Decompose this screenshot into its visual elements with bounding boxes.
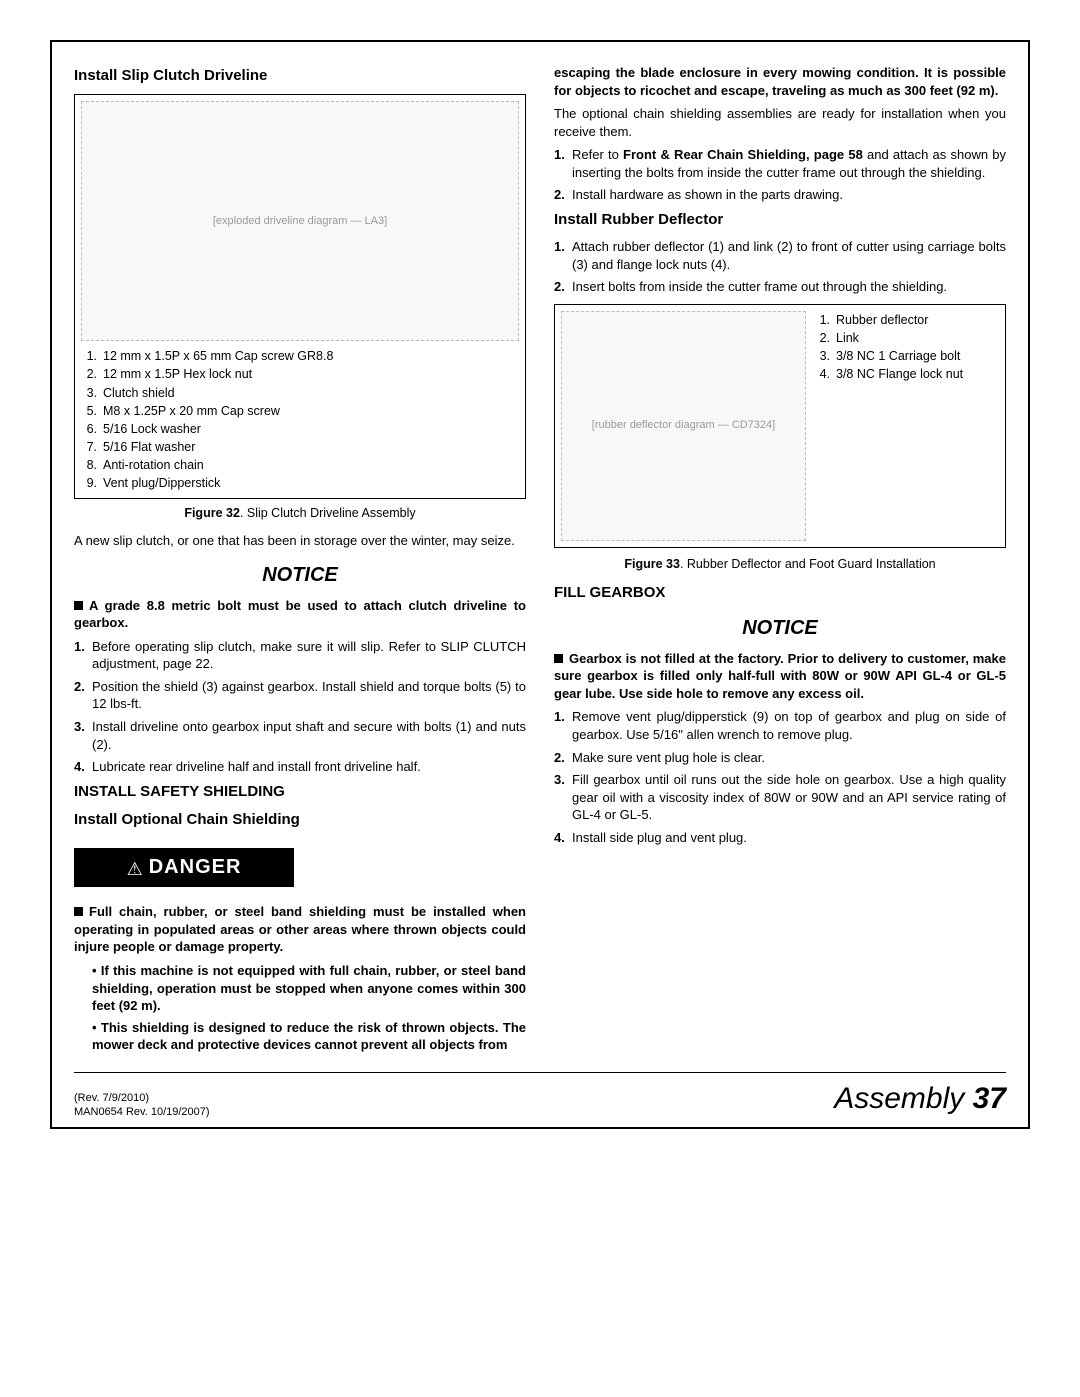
page-frame: Install Slip Clutch Driveline [exploded … — [50, 40, 1030, 1129]
step-item: 2.Position the shield (3) against gearbo… — [74, 678, 526, 713]
figure-33-diagram: [rubber deflector diagram — CD7324] — [561, 311, 806, 541]
sub-bullet-item: If this machine is not equipped with ful… — [92, 962, 526, 1015]
step-item: 3.Install driveline onto gearbox input s… — [74, 718, 526, 753]
figure-32-caption: Figure 32. Slip Clutch Driveline Assembl… — [74, 505, 526, 522]
step-item: 1.Before operating slip clutch, make sur… — [74, 638, 526, 673]
figure-33-caption: Figure 33. Rubber Deflector and Foot Gua… — [554, 556, 1006, 573]
danger-continuation: escaping the blade enclosure in every mo… — [554, 64, 1006, 99]
footer-page-number: 37 — [973, 1082, 1006, 1115]
parts-list-row: 7.5/16 Flat washer — [81, 438, 519, 456]
figure-32-caption-text: . Slip Clutch Driveline Assembly — [240, 506, 416, 520]
parts-list-row: 1.12 mm x 1.5P x 65 mm Cap screw GR8.8 — [81, 347, 519, 365]
footer-section-name: Assembly — [834, 1082, 964, 1115]
notice-bullet-1: A grade 8.8 metric bolt must be used to … — [74, 597, 526, 632]
gearbox-notice-bullet: Gearbox is not filled at the factory. Pr… — [554, 650, 1006, 703]
footer-revision: (Rev. 7/9/2010) MAN0654 Rev. 10/19/2007) — [74, 1091, 210, 1120]
rubber-deflector-steps: 1.Attach rubber deflector (1) and link (… — [554, 238, 1006, 296]
notice-heading-2: NOTICE — [554, 615, 1006, 642]
parts-list-row: 3.3/8 NC 1 Carriage bolt — [814, 347, 999, 365]
step-item: 1.Attach rubber deflector (1) and link (… — [554, 238, 1006, 273]
danger-bullet-text: Full chain, rubber, or steel band shield… — [74, 904, 526, 954]
heading-rubber-deflector: Install Rubber Deflector — [554, 210, 1006, 230]
two-column-layout: Install Slip Clutch Driveline [exploded … — [74, 60, 1006, 1058]
fill-gearbox-steps: 1.Remove vent plug/dipperstick (9) on to… — [554, 708, 1006, 846]
step-item: 4.Install side plug and vent plug. — [554, 829, 1006, 847]
left-column: Install Slip Clutch Driveline [exploded … — [74, 60, 526, 1058]
danger-label: DANGER — [149, 856, 242, 878]
danger-banner: ⚠ DANGER — [74, 848, 294, 887]
square-bullet-icon — [74, 907, 83, 916]
slip-clutch-steps: 1.Before operating slip clutch, make sur… — [74, 638, 526, 776]
parts-list-row: 6.5/16 Lock washer — [81, 420, 519, 438]
slip-clutch-intro: A new slip clutch, or one that has been … — [74, 532, 526, 550]
step-item: 2.Insert bolts from inside the cutter fr… — [554, 278, 1006, 296]
parts-list-row: 3.Clutch shield — [81, 384, 519, 402]
sub-bullet-item: This shielding is designed to reduce the… — [92, 1019, 526, 1054]
figure-33-caption-text: . Rubber Deflector and Foot Guard Instal… — [680, 557, 936, 571]
page-footer: (Rev. 7/9/2010) MAN0654 Rev. 10/19/2007)… — [74, 1072, 1006, 1120]
footer-section-page: Assembly 37 — [834, 1079, 1006, 1120]
footer-manual-rev: MAN0654 Rev. 10/19/2007) — [74, 1105, 210, 1119]
parts-list-row: 2.12 mm x 1.5P Hex lock nut — [81, 365, 519, 383]
heading-chain-shielding: Install Optional Chain Shielding — [74, 810, 526, 830]
right-column: escaping the blade enclosure in every mo… — [554, 60, 1006, 1058]
parts-list-row: 4.3/8 NC Flange lock nut — [814, 365, 999, 383]
parts-list-row: 5.M8 x 1.25P x 20 mm Cap screw — [81, 402, 519, 420]
footer-rev-date: (Rev. 7/9/2010) — [74, 1091, 210, 1105]
heading-slip-clutch: Install Slip Clutch Driveline — [74, 66, 526, 86]
parts-list-row: 8.Anti-rotation chain — [81, 456, 519, 474]
heading-safety-shielding: INSTALL SAFETY SHIELDING — [74, 782, 526, 802]
step-item: 2.Make sure vent plug hole is clear. — [554, 749, 1006, 767]
figure-32-caption-num: Figure 32 — [184, 506, 240, 520]
figure-33-parts-list: 1.Rubber deflector2.Link3.3/8 NC 1 Carri… — [814, 311, 999, 541]
chain-shield-intro: The optional chain shielding assemblies … — [554, 105, 1006, 140]
parts-list-row: 1.Rubber deflector — [814, 311, 999, 329]
figure-32-parts-list: 1.12 mm x 1.5P x 65 mm Cap screw GR8.82.… — [81, 347, 519, 492]
step-item: 4.Lubricate rear driveline half and inst… — [74, 758, 526, 776]
figure-33-box: 1.Rubber deflector2.Link3.3/8 NC 1 Carri… — [554, 304, 1006, 548]
danger-sub-bullets: If this machine is not equipped with ful… — [74, 962, 526, 1054]
heading-fill-gearbox: FILL GEARBOX — [554, 583, 1006, 603]
figure-32-box: [exploded driveline diagram — LA3] 1.12 … — [74, 94, 526, 499]
notice-bullet-1-text: A grade 8.8 metric bolt must be used to … — [74, 598, 526, 631]
figure-33-caption-num: Figure 33 — [624, 557, 680, 571]
square-bullet-icon — [74, 601, 83, 610]
step-item: 1.Refer to Front & Rear Chain Shielding,… — [554, 146, 1006, 181]
step-item: 3.Fill gearbox until oil runs out the si… — [554, 771, 1006, 824]
parts-list-row: 2.Link — [814, 329, 999, 347]
square-bullet-icon — [554, 654, 563, 663]
chain-shield-steps: 1.Refer to Front & Rear Chain Shielding,… — [554, 146, 1006, 204]
danger-bullet: Full chain, rubber, or steel band shield… — [74, 903, 526, 956]
step-item: 2.Install hardware as shown in the parts… — [554, 186, 1006, 204]
gearbox-notice-text: Gearbox is not filled at the factory. Pr… — [554, 651, 1006, 701]
figure-32-diagram: [exploded driveline diagram — LA3] — [81, 101, 519, 341]
parts-list-row: 9.Vent plug/Dipperstick — [81, 474, 519, 492]
notice-heading-1: NOTICE — [74, 562, 526, 589]
warning-triangle-icon: ⚠ — [127, 857, 143, 881]
step-item: 1.Remove vent plug/dipperstick (9) on to… — [554, 708, 1006, 743]
